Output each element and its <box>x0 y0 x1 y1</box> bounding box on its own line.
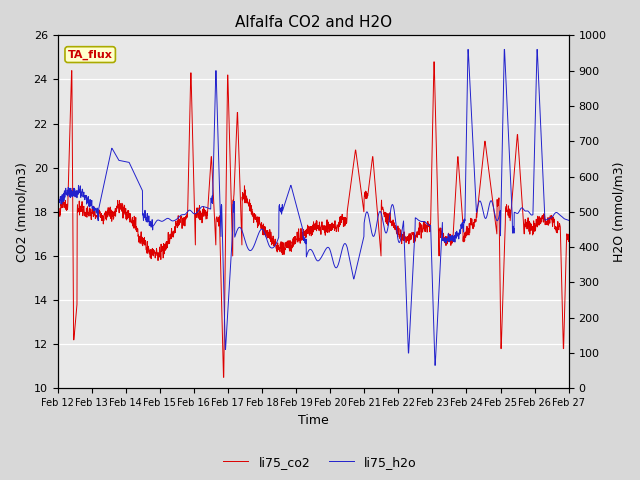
Line: li75_h2o: li75_h2o <box>58 49 569 365</box>
li75_h2o <box>54 202 61 208</box>
li75_co2 <box>220 374 227 380</box>
Title: Alfalfa CO2 and H2O: Alfalfa CO2 and H2O <box>235 15 392 30</box>
li75_h2o <box>550 211 558 217</box>
Line: li75_co2: li75_co2 <box>58 62 569 377</box>
li75_h2o <box>289 188 296 194</box>
li75_h2o <box>80 191 88 197</box>
li75_co2 <box>80 205 88 211</box>
li75_co2 <box>457 189 465 194</box>
li75_h2o <box>464 47 472 52</box>
X-axis label: Time: Time <box>298 414 328 427</box>
li75_co2 <box>303 234 310 240</box>
li75_co2 <box>565 237 573 242</box>
li75_h2o <box>565 217 573 223</box>
Y-axis label: H2O (mmol/m3): H2O (mmol/m3) <box>612 162 625 262</box>
Text: TA_flux: TA_flux <box>68 49 113 60</box>
li75_h2o <box>456 228 464 233</box>
li75_co2 <box>550 216 558 222</box>
li75_co2 <box>54 216 61 221</box>
li75_h2o <box>431 362 439 368</box>
Legend: li75_co2, li75_h2o: li75_co2, li75_h2o <box>218 451 422 474</box>
li75_h2o <box>302 236 310 242</box>
li75_co2 <box>289 241 296 247</box>
li75_co2 <box>430 59 438 65</box>
li75_co2 <box>550 222 558 228</box>
li75_h2o <box>550 211 558 217</box>
Y-axis label: CO2 (mmol/m3): CO2 (mmol/m3) <box>15 162 28 262</box>
